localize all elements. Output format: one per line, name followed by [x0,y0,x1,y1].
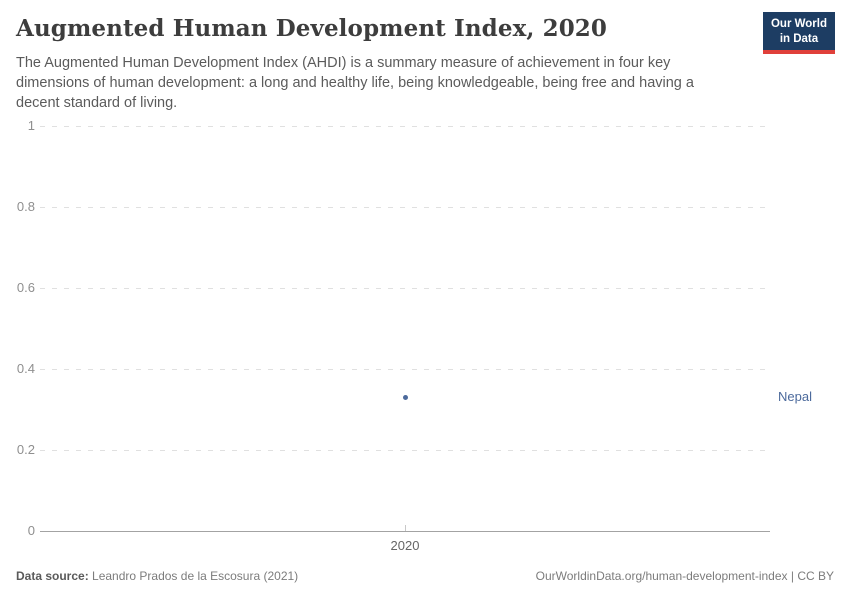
owid-logo-line2: in Data [779,32,819,45]
chart-footer: Data source: Leandro Prados de la Escosu… [16,569,834,583]
owid-logo-line1: Our World [770,18,827,30]
data-point-nepal[interactable] [402,394,408,400]
y-axis-tick-label: 0.6 [16,280,35,295]
y-axis-tick-label: 1 [27,118,35,133]
owid-logo: Our World in Data [762,12,835,55]
gridline [40,288,770,289]
x-axis-line [40,531,770,532]
gridline [40,126,770,127]
gridline [40,450,770,451]
data-source-label: Data source: [16,569,89,583]
attribution-link[interactable]: OurWorldinData.org/human-development-ind… [535,569,834,583]
y-axis-tick-label: 0.8 [16,199,35,214]
chart-title: Augmented Human Development Index, 2020 [16,15,608,42]
x-axis-tick-mark [405,525,406,531]
y-axis-tick-label: 0.4 [16,361,35,376]
y-axis-tick-label: 0.2 [16,442,35,457]
gridline [40,369,770,370]
y-axis-tick-label: 0 [27,523,35,538]
gridline [40,207,770,208]
data-source-text: Leandro Prados de la Escosura (2021) [88,569,299,583]
x-axis-tick-label: 2020 [390,538,420,553]
data-source: Data source: Leandro Prados de la Escosu… [16,569,298,583]
entity-label-nepal[interactable]: Nepal [778,389,812,405]
chart-subtitle: The Augmented Human Development Index (A… [16,55,694,111]
